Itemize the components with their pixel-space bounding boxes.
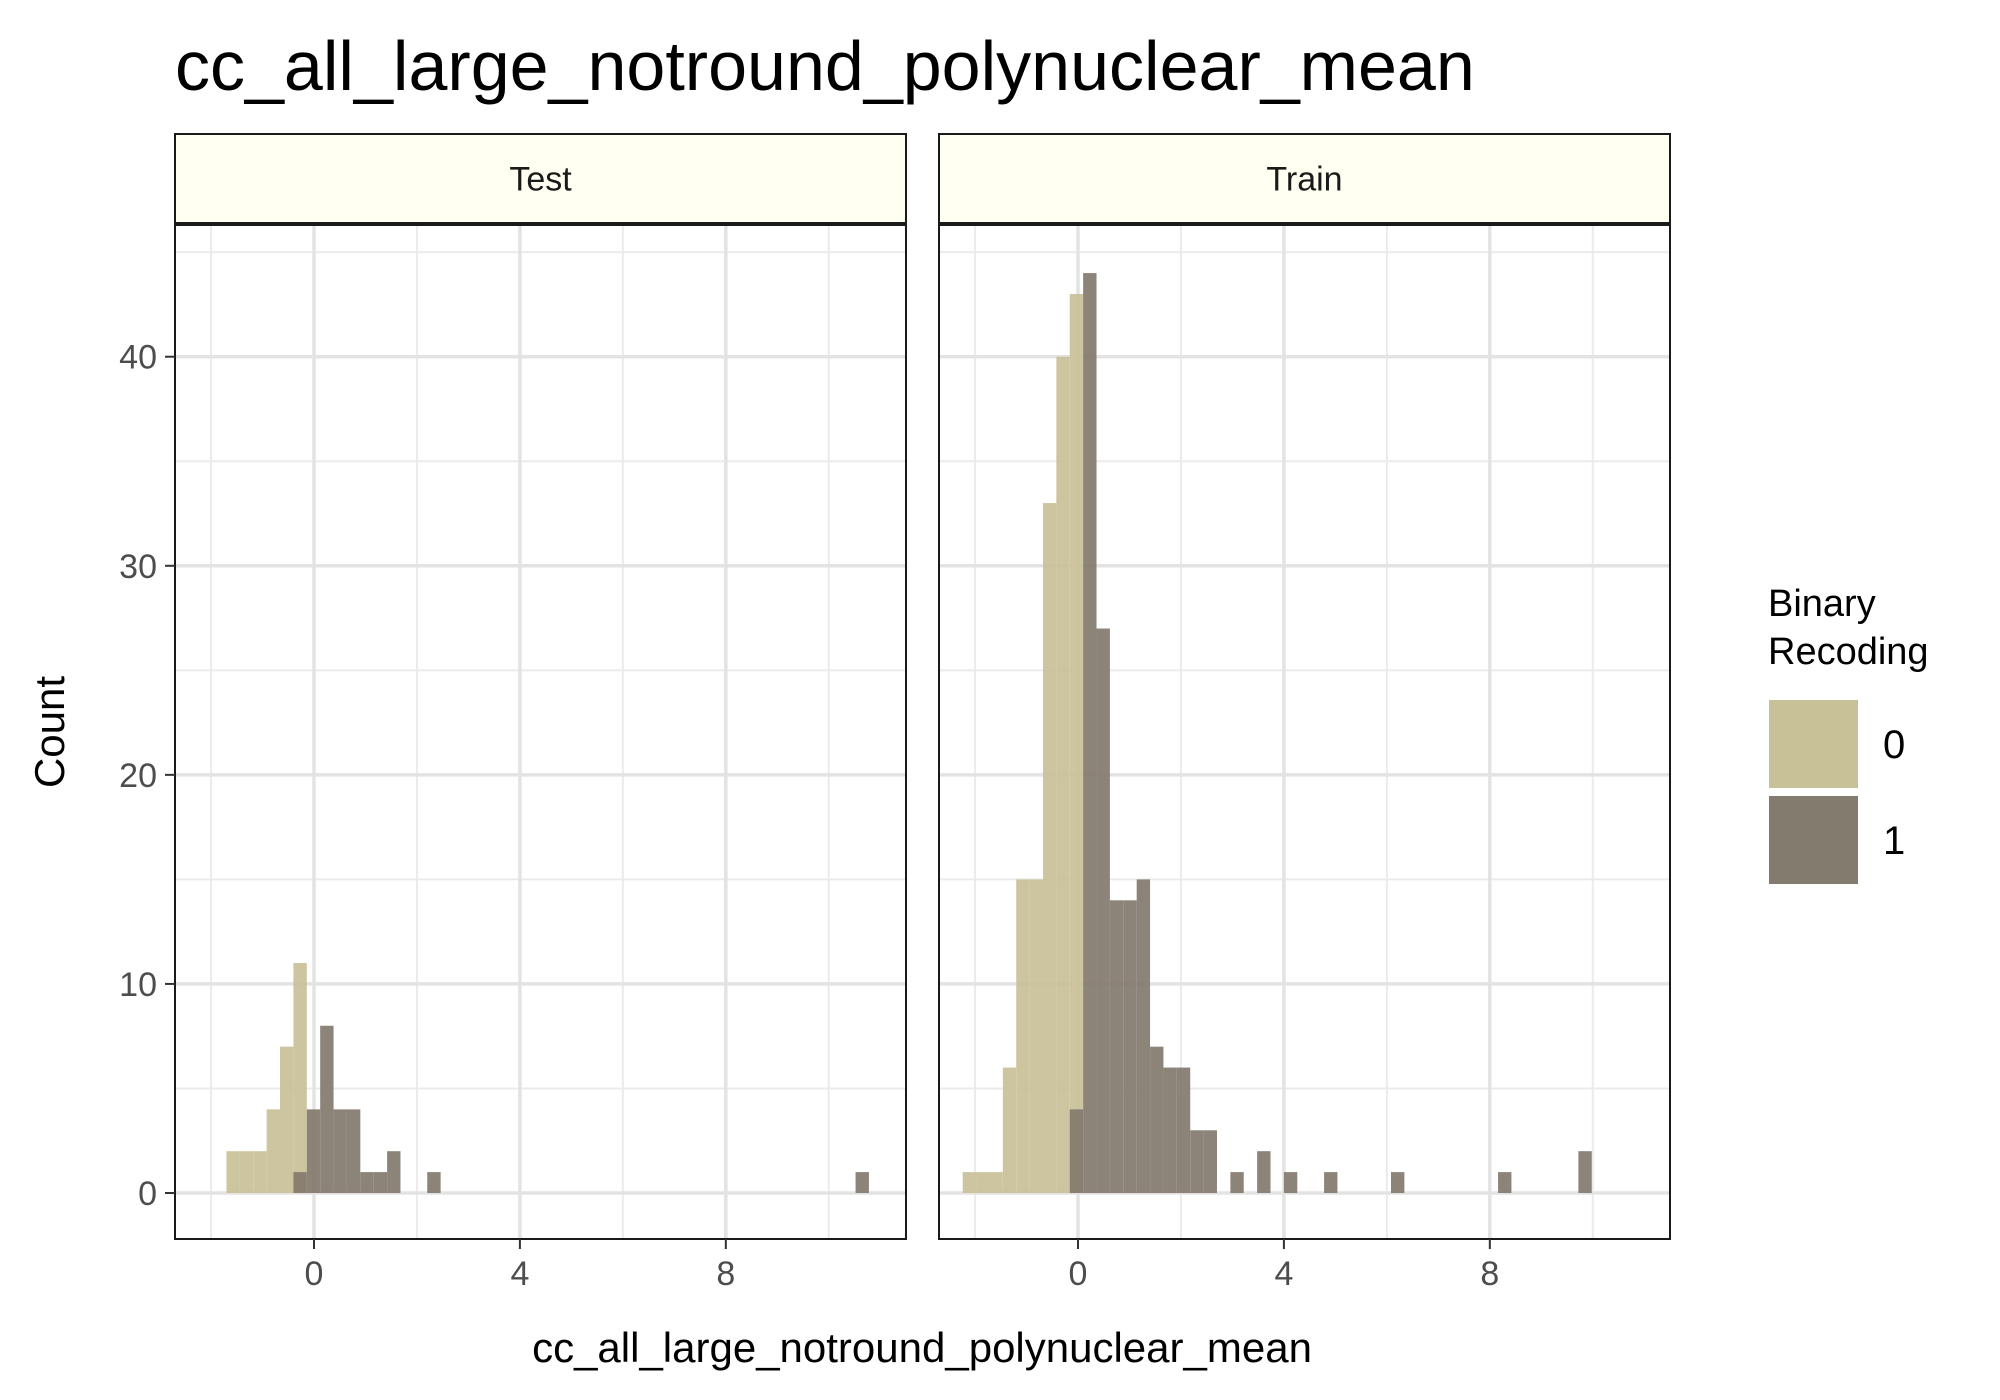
histogram-bar (1176, 1067, 1191, 1194)
histogram-bar (293, 1172, 307, 1194)
legend: Binary Recoding 0 1 (1768, 583, 1929, 884)
strip-background (174, 133, 907, 224)
panel-border (174, 224, 907, 1240)
histogram-bar (962, 1172, 977, 1194)
x-tick-label: 8 (1480, 1255, 1499, 1293)
x-tick-label: 8 (716, 1255, 735, 1293)
histogram-bar (239, 1151, 254, 1194)
legend-label: 1 (1883, 819, 1905, 863)
histogram-bar (1123, 900, 1137, 1194)
legend-swatch (1769, 796, 1858, 884)
panel-train: Train 0 4 8 (938, 133, 1671, 1293)
chart-title: cc_all_large_notround_polynuclear_mean (175, 27, 1475, 105)
y-tick-label: 40 (119, 339, 157, 377)
histogram-bar (373, 1172, 388, 1194)
histogram-bar (1390, 1172, 1405, 1194)
histogram-bar (293, 963, 307, 1194)
histogram-bar (280, 1046, 294, 1194)
strip-label: Test (509, 161, 572, 199)
series-0 (962, 293, 1084, 1194)
y-tick-label: 30 (119, 548, 157, 586)
histogram-bar (387, 1151, 401, 1194)
x-tick-label: 4 (1274, 1255, 1293, 1293)
histogram-bar (989, 1172, 1003, 1194)
histogram-bar (1150, 1046, 1164, 1194)
series-0 (226, 963, 307, 1194)
series-1 (1069, 273, 1592, 1194)
y-tick-label: 0 (138, 1175, 157, 1213)
legend-label: 0 (1883, 723, 1905, 767)
histogram-bar (1042, 503, 1057, 1194)
x-axis-title: cc_all_large_notround_polynuclear_mean (532, 1324, 1312, 1371)
strip-background (938, 133, 1671, 224)
histogram-bar (855, 1172, 869, 1194)
histogram-bar (976, 1172, 990, 1194)
histogram-bar (266, 1109, 281, 1194)
histogram-bar (1190, 1130, 1204, 1194)
series-1 (293, 1025, 869, 1194)
histogram-bar (1029, 879, 1043, 1194)
histogram-bar (1096, 628, 1110, 1194)
y-tick-label: 10 (119, 966, 157, 1004)
y-tick-label: 20 (119, 757, 157, 795)
legend-title: Binary (1768, 583, 1876, 625)
x-tick-label: 0 (305, 1255, 324, 1293)
histogram-bar (346, 1109, 361, 1194)
strip-label: Train (1266, 161, 1342, 199)
histogram-bar (1083, 273, 1097, 1194)
histogram-bar (306, 1109, 321, 1194)
histogram-bar (360, 1172, 374, 1194)
histogram-bar (333, 1109, 347, 1194)
histogram-bar (1016, 879, 1030, 1194)
histogram-bar (1498, 1172, 1512, 1194)
histogram-bar (320, 1025, 334, 1194)
histogram-bar (1069, 293, 1084, 1194)
histogram-bar (1002, 1067, 1017, 1194)
x-tick-label: 0 (1069, 1255, 1088, 1293)
histogram-bar (1136, 879, 1151, 1194)
histogram-bar (1324, 1172, 1338, 1194)
histogram-bar (1203, 1130, 1217, 1194)
legend-swatch (1769, 700, 1858, 788)
histogram-bar (1257, 1151, 1271, 1194)
panel-border (938, 224, 1671, 1240)
histogram-bar (1109, 900, 1124, 1194)
histogram-bar (253, 1151, 267, 1194)
histogram-bar (1056, 356, 1070, 1194)
y-axis-title: Count (26, 676, 73, 788)
panel-test: Test 0 4 8 0 10 20 30 40 (119, 133, 907, 1293)
x-tick-label: 4 (510, 1255, 529, 1293)
histogram-bar (1230, 1172, 1244, 1194)
histogram-bar (1163, 1067, 1177, 1194)
histogram-bar (226, 1151, 240, 1194)
histogram-bar (427, 1172, 441, 1194)
histogram-bar (1069, 1109, 1084, 1194)
histogram-bar (1283, 1172, 1298, 1194)
histogram-bar (1578, 1151, 1592, 1194)
legend-title: Recoding (1768, 631, 1929, 673)
panels-layer: Test 0 4 8 0 10 20 30 40 Train 0 4 8 (119, 133, 1671, 1293)
